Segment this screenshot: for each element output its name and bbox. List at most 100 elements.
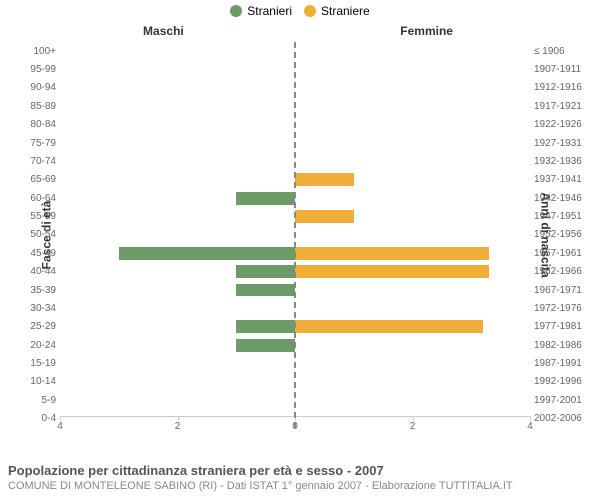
bar-female[interactable]: [295, 265, 489, 278]
x-tick-label: 4: [527, 421, 533, 432]
bar-female[interactable]: [295, 247, 489, 260]
male-half: [60, 116, 295, 134]
female-half: [295, 97, 530, 115]
age-label: 45-49: [16, 248, 56, 259]
age-label: 5-9: [16, 395, 56, 406]
year-label: 1947-1951: [534, 211, 592, 222]
female-half: [295, 263, 530, 281]
panel-title-left: Maschi: [143, 24, 184, 38]
female-half: [295, 42, 530, 60]
year-label: 1937-1941: [534, 174, 592, 185]
age-label: 60-64: [16, 193, 56, 204]
male-half: [60, 299, 295, 317]
age-label: 40-44: [16, 266, 56, 277]
age-label: 70-74: [16, 156, 56, 167]
age-label: 10-14: [16, 376, 56, 387]
age-label: 50-54: [16, 229, 56, 240]
year-label: ≤ 1906: [534, 46, 592, 57]
year-label: 1987-1991: [534, 358, 592, 369]
age-label: 100+: [16, 46, 56, 57]
legend-label-female: Straniere: [321, 4, 370, 18]
female-half: [295, 281, 530, 299]
chart-title: Popolazione per cittadinanza straniera p…: [8, 463, 592, 478]
female-half: [295, 336, 530, 354]
male-half: [60, 244, 295, 262]
year-label: 1952-1956: [534, 229, 592, 240]
male-half: [60, 79, 295, 97]
age-label: 25-29: [16, 321, 56, 332]
age-label: 75-79: [16, 138, 56, 149]
male-half: [60, 171, 295, 189]
x-tick-label: 2: [410, 421, 416, 432]
legend-item-female[interactable]: Straniere: [304, 4, 370, 18]
age-label: 15-19: [16, 358, 56, 369]
age-label: 85-89: [16, 101, 56, 112]
legend-label-male: Stranieri: [247, 4, 292, 18]
bar-male[interactable]: [236, 320, 295, 333]
chart-area: Maschi Femmine Fasce di età Anni di nasc…: [60, 42, 530, 428]
chart-footer: Popolazione per cittadinanza straniera p…: [8, 463, 592, 492]
chart-container: Stranieri Straniere Maschi Femmine Fasce…: [0, 0, 600, 500]
male-half: [60, 336, 295, 354]
bar-male[interactable]: [236, 284, 295, 297]
bar-female[interactable]: [295, 320, 483, 333]
female-half: [295, 373, 530, 391]
year-label: 1962-1966: [534, 266, 592, 277]
age-label: 80-84: [16, 119, 56, 130]
male-half: [60, 318, 295, 336]
legend-swatch-male: [230, 5, 242, 17]
male-half: [60, 152, 295, 170]
male-half: [60, 281, 295, 299]
year-label: 1942-1946: [534, 193, 592, 204]
male-half: [60, 373, 295, 391]
age-label: 65-69: [16, 174, 56, 185]
x-tick-label: 4: [57, 421, 63, 432]
year-label: 1992-1996: [534, 376, 592, 387]
age-label: 90-94: [16, 82, 56, 93]
male-half: [60, 42, 295, 60]
chart-subtitle: COMUNE DI MONTELEONE SABINO (RI) - Dati …: [8, 480, 592, 492]
age-label: 0-4: [16, 413, 56, 424]
age-label: 35-39: [16, 285, 56, 296]
year-label: 1907-1911: [534, 64, 592, 75]
bar-male[interactable]: [236, 265, 295, 278]
year-label: 1997-2001: [534, 395, 592, 406]
female-half: [295, 299, 530, 317]
female-half: [295, 79, 530, 97]
age-label: 55-59: [16, 211, 56, 222]
legend-swatch-female: [304, 5, 316, 17]
year-label: 1932-1936: [534, 156, 592, 167]
age-label: 20-24: [16, 340, 56, 351]
bar-male[interactable]: [119, 247, 295, 260]
bar-male[interactable]: [236, 192, 295, 205]
female-half: [295, 226, 530, 244]
female-half: [295, 354, 530, 372]
year-label: 1967-1971: [534, 285, 592, 296]
panel-title-right: Femmine: [400, 24, 453, 38]
bar-male[interactable]: [236, 339, 295, 352]
year-label: 1977-1981: [534, 321, 592, 332]
x-tick-label: 2: [175, 421, 181, 432]
year-label: 1912-1916: [534, 82, 592, 93]
female-half: [295, 189, 530, 207]
bar-female[interactable]: [295, 210, 354, 223]
female-half: [295, 171, 530, 189]
female-half: [295, 116, 530, 134]
female-half: [295, 244, 530, 262]
male-half: [60, 97, 295, 115]
year-label: 1922-1926: [534, 119, 592, 130]
female-half: [295, 134, 530, 152]
legend-item-male[interactable]: Stranieri: [230, 4, 292, 18]
legend: Stranieri Straniere: [0, 4, 600, 18]
male-half: [60, 189, 295, 207]
bar-female[interactable]: [295, 173, 354, 186]
female-half: [295, 152, 530, 170]
year-label: 1982-1986: [534, 340, 592, 351]
female-half: [295, 318, 530, 336]
male-half: [60, 226, 295, 244]
male-half: [60, 263, 295, 281]
male-half: [60, 391, 295, 409]
male-half: [60, 354, 295, 372]
year-label: 1917-1921: [534, 101, 592, 112]
female-half: [295, 391, 530, 409]
